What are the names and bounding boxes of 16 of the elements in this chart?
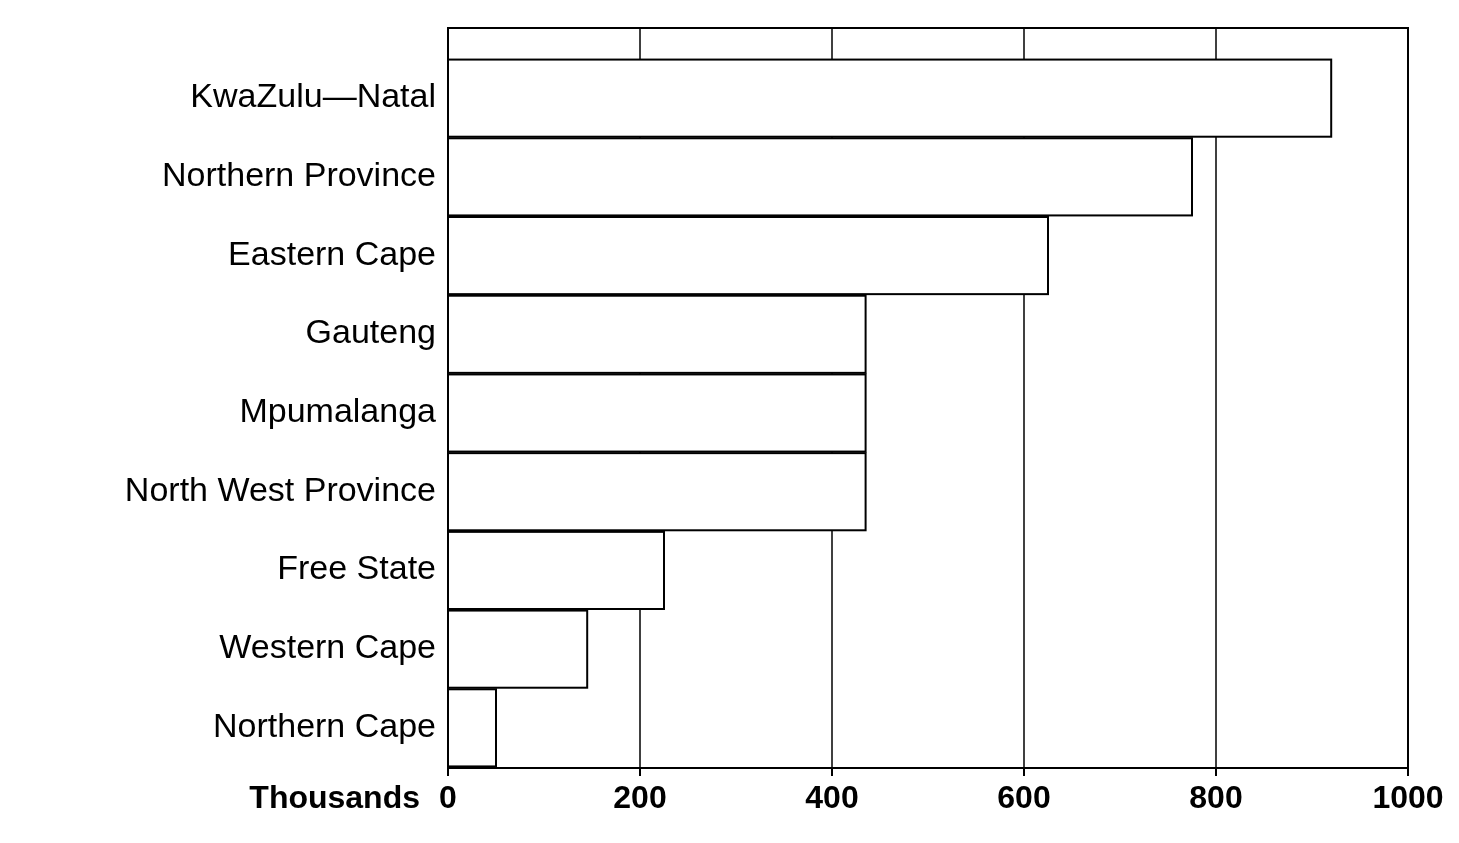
- x-tick-label: 800: [1189, 779, 1243, 815]
- x-tick-label: 0: [439, 779, 457, 815]
- x-tick-label: 400: [805, 779, 859, 815]
- x-axis-title: Thousands: [249, 779, 420, 815]
- y-tick-label: North West Province: [124, 469, 436, 508]
- y-tick-label: Gauteng: [305, 312, 436, 351]
- y-tick-label: Mpumalanga: [239, 390, 437, 429]
- y-tick-label: Northern Cape: [212, 705, 436, 744]
- y-tick-label: Western Cape: [219, 627, 436, 666]
- y-tick-label: KwaZulu—Natal: [190, 76, 436, 115]
- x-tick-label: 600: [997, 779, 1051, 815]
- y-tick-label: Northern Province: [161, 154, 436, 193]
- y-tick-label: Free State: [277, 548, 436, 587]
- x-tick-label: 1000: [1372, 779, 1444, 815]
- y-tick-label: Eastern Cape: [228, 233, 436, 272]
- x-tick-label: 200: [613, 779, 667, 815]
